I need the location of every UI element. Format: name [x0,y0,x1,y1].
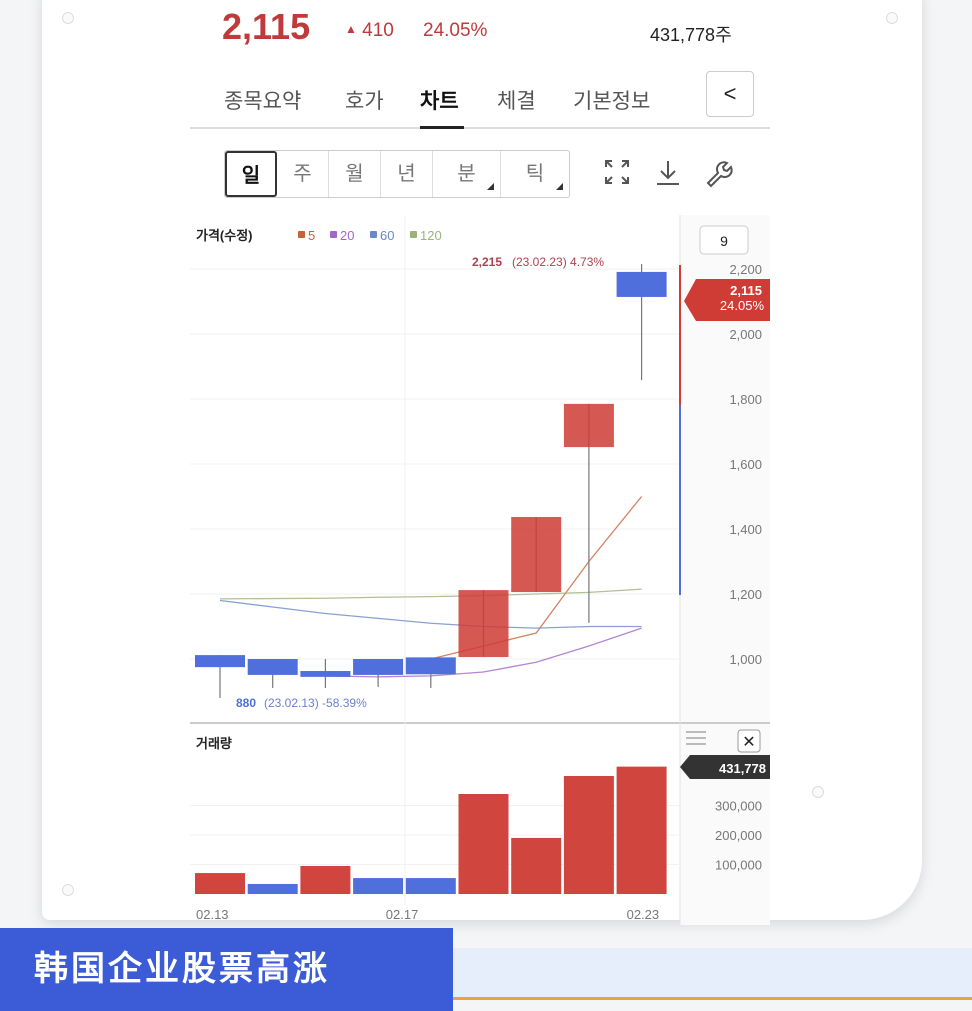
volume-bar [458,793,509,894]
tab-divider [190,127,770,129]
legend-label: 60 [380,228,394,243]
banner-underline [453,997,972,1000]
period-label: 틱 [525,163,545,185]
period-week[interactable]: 주 [277,151,329,197]
current-price-tag [684,279,770,321]
ma-line-60 [219,599,642,629]
expand-icon[interactable] [603,158,631,193]
pin-decoration [886,12,898,24]
candle [458,590,509,658]
period-month[interactable]: 월 [329,151,381,197]
back-button[interactable]: < [706,71,754,117]
period-label: 일 [241,165,261,187]
stock-chart[interactable]: 1,000 1,200 1,400 1,600 1,800 2,000 2,200 100,0… [190,215,770,925]
current-price-tag-value: 2,115 [730,283,762,298]
legend-label: 120 [420,228,442,243]
y-tick-label: 1,600 [729,457,762,472]
legend-swatch [370,231,377,238]
period-label: 년 [397,163,416,185]
volume-tag [680,755,770,779]
volume-bar [616,766,667,894]
candle [195,655,245,668]
x-tick-label: 02.13 [196,907,229,922]
max-price-detail: (23.02.23) 4.73% [512,255,604,269]
volume-bar [405,878,456,894]
up-arrow-icon: ▲ [345,22,357,36]
candle [563,403,614,448]
wrench-icon[interactable] [704,158,734,195]
period-minute[interactable]: 분 [433,151,501,197]
y-tick-label: 100,000 [715,858,762,873]
volume-bar [300,865,351,894]
volume-bar [247,883,298,894]
dropdown-triangle-icon [487,183,494,190]
y-tick-label: 300,000 [715,799,762,814]
x-tick-label: 02.23 [627,907,660,922]
download-icon[interactable] [654,158,682,193]
period-year[interactable]: 년 [381,151,433,197]
pin-decoration [62,12,74,24]
period-label: 분 [457,163,476,185]
candle [616,271,667,297]
price-pane-title: 가격(수정) [196,228,253,243]
change-percent: 24.05% [423,20,488,41]
period-selector: 일 주 월 년 분 틱 [224,150,570,198]
tab-orderbook[interactable]: 호가 [345,90,384,113]
min-price-label: 880 [236,696,256,710]
period-count: 9 [720,233,728,249]
y-tick-label: 1,800 [729,392,762,407]
y-tick-label: 2,200 [729,262,762,277]
period-count-box [699,225,749,255]
y-tick-label: 2,000 [729,327,762,342]
x-tick-label: 02.17 [386,907,419,922]
legend-label: 5 [308,228,315,243]
tab-trades[interactable]: 체결 [497,90,536,113]
price-change: ▲ 410 [345,20,394,42]
candle [511,516,562,593]
tab-summary[interactable]: 종목요약 [224,90,302,113]
legend-swatch [298,231,305,238]
pin-decoration [62,884,74,896]
close-pane-button [737,729,761,753]
volume-bar [563,776,614,894]
tab-basic-info[interactable]: 기본정보 [573,90,651,113]
y-tick-label: 1,400 [729,522,762,537]
y-tick-label: 200,000 [715,828,762,843]
candle [300,671,351,677]
y-tick-label: 1,200 [729,587,762,602]
change-value: 410 [362,20,394,41]
banner-strip [453,948,972,998]
volume-bar [195,873,245,894]
period-label: 월 [345,163,364,185]
candle [353,659,404,675]
legend-label: 20 [340,228,354,243]
dropdown-triangle-icon [556,183,563,190]
tab-chart[interactable]: 차트 [420,90,459,113]
paper-frame [42,0,922,920]
period-tick[interactable]: 틱 [501,151,569,197]
max-price-label: 2,215 [472,255,502,269]
legend-swatch [410,231,417,238]
volume-tag-value: 431,778 [719,761,766,776]
candle [405,657,456,675]
close-icon: ✕ [742,734,755,751]
legend-swatch [330,231,337,238]
volume-bar [511,837,562,894]
ma-line-120 [219,588,642,600]
volume-pane-title: 거래량 [196,736,232,751]
caption-banner: 韩国企业股票高涨 [0,928,453,1011]
candle [247,659,298,675]
current-price-tag-pct: 24.05% [720,298,765,313]
y-axis-area [680,215,770,925]
min-price-detail: (23.02.13) -58.39% [264,696,367,710]
current-price: 2,115 [222,6,311,47]
pin-decoration [812,786,824,798]
y-tick-label: 1,000 [729,652,762,667]
period-label: 주 [293,163,312,185]
active-tab-indicator [420,126,464,129]
period-day[interactable]: 일 [225,151,277,197]
volume-bar [353,878,404,894]
menu-icon [686,731,706,745]
trade-volume: 431,778주 [650,25,732,45]
